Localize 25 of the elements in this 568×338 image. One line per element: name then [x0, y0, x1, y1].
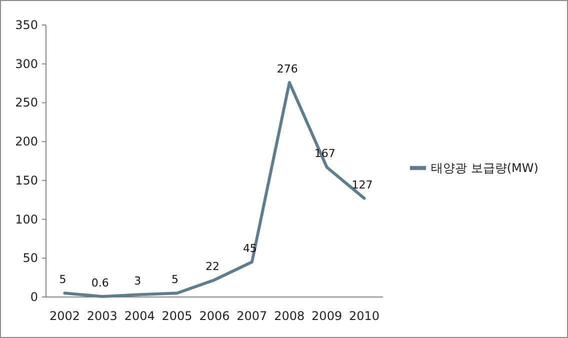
data-label: 5	[59, 273, 66, 286]
data-label: 22	[206, 260, 220, 273]
y-tick-label: 100	[15, 212, 38, 226]
x-tick-label: 2004	[124, 309, 155, 323]
x-tick-label: 2008	[274, 309, 305, 323]
x-tick-label: 2003	[86, 309, 118, 323]
x-tick-label: 2007	[236, 309, 268, 323]
data-label: 5	[172, 273, 179, 286]
data-label: 0.6	[91, 276, 109, 290]
y-tick-label: 200	[15, 134, 38, 149]
y-tick-label: 300	[15, 56, 38, 71]
data-label: 276	[276, 62, 298, 76]
y-tick-label: 150	[15, 173, 38, 188]
y-tick-label: 50	[22, 251, 38, 266]
y-tick-label: 350	[15, 18, 38, 32]
x-tick-label: 2009	[312, 309, 342, 323]
data-label: 3	[134, 274, 142, 288]
data-label: 127	[352, 178, 373, 192]
y-tick-label: 0	[30, 290, 38, 304]
x-tick-label: 2005	[162, 309, 192, 323]
x-tick-label: 2010	[349, 309, 380, 323]
x-tick-label: 2002	[49, 309, 80, 323]
y-tick-label: 250	[15, 96, 38, 110]
legend-label: 태양광 보급량(MW)	[431, 161, 538, 175]
x-tick-label: 2006	[199, 309, 230, 323]
